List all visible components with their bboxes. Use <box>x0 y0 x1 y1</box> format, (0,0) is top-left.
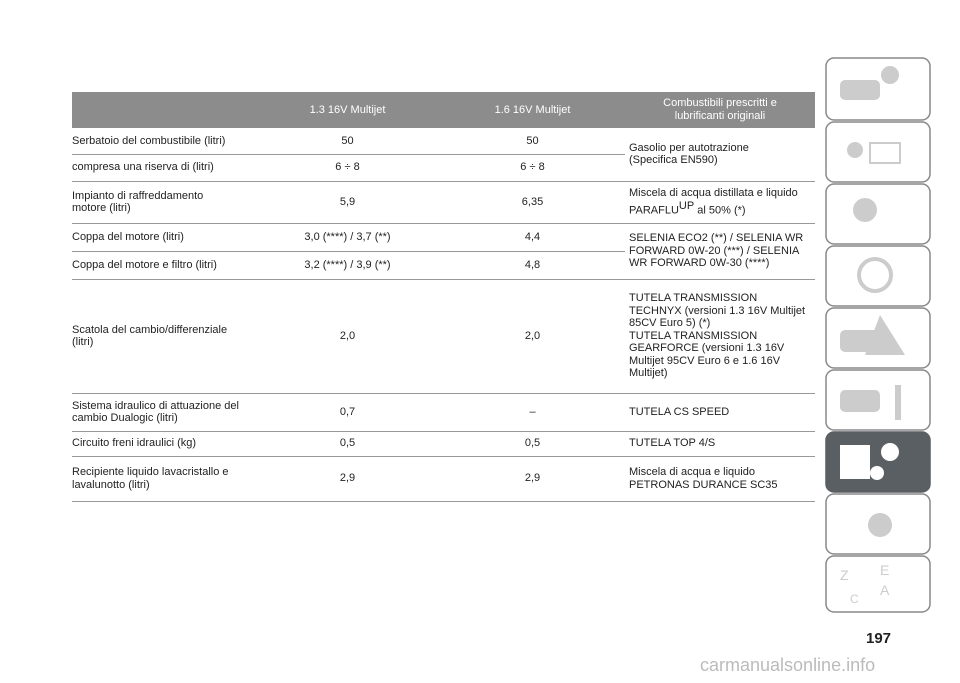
row-label: Sistema idraulico di attuazione del camb… <box>72 393 255 432</box>
table-row: Coppa del motore e filtro (litri) 3,2 (**… <box>72 251 815 280</box>
row-label: Recipiente liquido lavacristallo e laval… <box>72 456 255 502</box>
table-row: Sistema idraulico di attuazione del camb… <box>72 393 815 432</box>
cell-1-3: 50 <box>255 128 440 155</box>
fuel-cell: Miscela di acqua e liquido PETRONAS DURA… <box>625 456 815 502</box>
cell-1-6: 50 <box>440 128 625 155</box>
header-cell: 1.3 16V Multijet <box>255 92 440 128</box>
cell-1-3: 0,5 <box>255 431 440 457</box>
table-row: Scatola del cambio/differenziale (litri)… <box>72 279 815 394</box>
row-label: Coppa del motore e filtro (litri) <box>72 251 255 280</box>
table-row: Recipiente liquido lavacristallo e laval… <box>72 456 815 502</box>
fuel-cell: TUTELA TOP 4/S <box>625 431 815 457</box>
cell-1-6: 2,9 <box>440 456 625 502</box>
table-row: Impianto di raffreddamento motore (litri… <box>72 181 815 224</box>
section-tabs: Z EA C <box>825 57 931 613</box>
table-row: Serbatoio del combustibile (litri) 50 50 Ga… <box>72 128 815 182</box>
cell-1-6: – <box>440 393 625 432</box>
fuel-cell: TUTELA CS SPEED <box>625 393 815 432</box>
cell-1-3: 0,7 <box>255 393 440 432</box>
cell-1-6: 0,5 <box>440 431 625 457</box>
svg-text:A: A <box>880 582 890 598</box>
cell-1-3: 3,2 (****) / 3,9 (**) <box>255 251 440 280</box>
row-label: compresa una riserva di (litri) <box>72 154 255 182</box>
cell-1-6: 6 ÷ 8 <box>440 154 625 182</box>
cell-1-6: 6,35 <box>440 181 625 224</box>
row-label: Circuito freni idraulici (kg) <box>72 431 255 457</box>
header-cell: Combustibili prescritti e lubrificanti o… <box>625 92 815 128</box>
cell-1-3: 6 ÷ 8 <box>255 154 440 182</box>
header-cell: 1.6 16V Multijet <box>440 92 625 128</box>
row-label: Serbatoio del combustibile (litri) <box>72 128 255 155</box>
row-label: Scatola del cambio/differenziale (litri) <box>72 279 255 394</box>
cell-1-3: 3,0 (****) / 3,7 (**) <box>255 223 440 252</box>
table-row: Circuito freni idraulici (kg) 0,5 0,5 TUTEL… <box>72 431 815 457</box>
fuel-text: Miscela di acqua distillata e liquido PA… <box>629 187 798 217</box>
cell-1-3: 2,0 <box>255 279 440 394</box>
fuel-cell: TUTELA TRANSMISSION TECHNYX (versioni 1.… <box>625 279 815 394</box>
table-row: Coppa del motore (litri) 3,0 (****) / 3,7… <box>72 223 815 280</box>
fuel-cell: Miscela di acqua distillata e liquido PA… <box>625 181 815 224</box>
watermark: carmanualsonline.info <box>700 655 876 675</box>
row-label: Impianto di raffreddamento motore (litri… <box>72 181 255 224</box>
svg-text:E: E <box>880 562 889 578</box>
svg-text:C: C <box>850 592 859 606</box>
fuel-cell: Gasolio per autotrazione (Specifica EN59… <box>625 128 815 182</box>
row-label: Coppa del motore (litri) <box>72 223 255 252</box>
header-cell <box>72 92 255 128</box>
cell-1-6: 4,8 <box>440 251 625 280</box>
cell-1-3: 2,9 <box>255 456 440 502</box>
cell-1-3: 5,9 <box>255 181 440 224</box>
cell-1-6: 2,0 <box>440 279 625 394</box>
spec-table: 1.3 16V Multijet 1.6 16V Multijet Combus… <box>72 92 815 502</box>
page-number: 197 <box>866 630 892 647</box>
fuel-text: al 50% (*) <box>697 204 746 217</box>
svg-text:Z: Z <box>840 567 849 583</box>
fuel-cell: SELENIA ECO2 (**) / SELENIA WR FORWARD 0… <box>625 223 815 280</box>
fuel-sup: UP <box>678 199 695 212</box>
cell-1-6: 4,4 <box>440 223 625 252</box>
